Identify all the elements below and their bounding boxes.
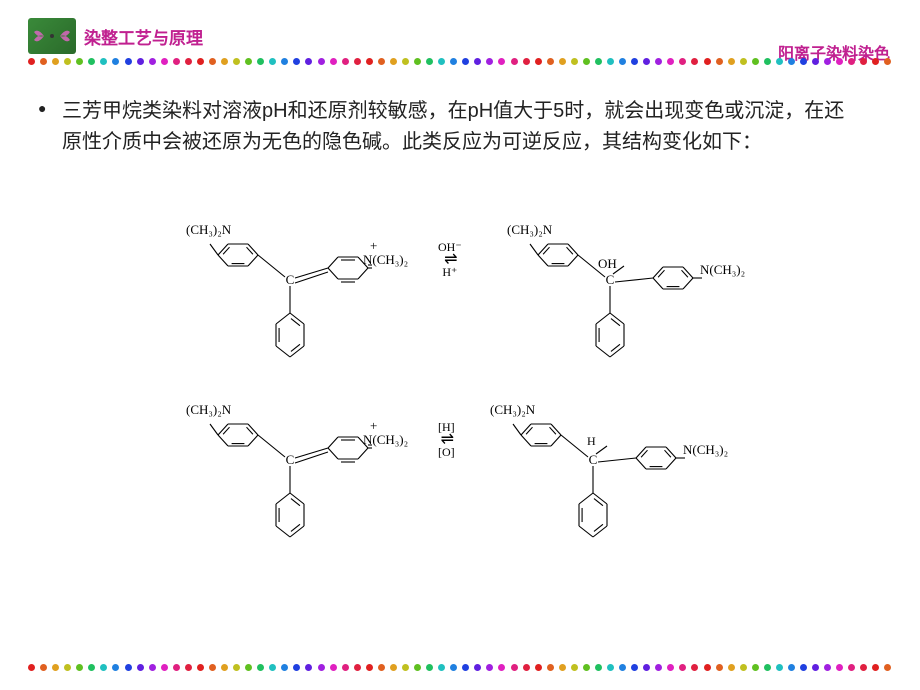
- svg-text:C: C: [589, 452, 598, 467]
- r2-right-sub2: N(CH₃)₂: [683, 442, 728, 458]
- r1-left-sub1: (CH₃)₂N: [186, 222, 231, 238]
- r1-right-oh: OH: [598, 256, 617, 272]
- svg-text:C: C: [286, 452, 295, 467]
- svg-text:C: C: [606, 272, 615, 287]
- chemistry-diagram: C C C C (CH₃)₂N N(CH₃)₂ + (CH₃)₂N N(CH₃)₂ O…: [0, 210, 920, 630]
- r2-equilibrium: [H] ⇌ [O]: [438, 420, 455, 460]
- dot-border-top: [28, 56, 892, 66]
- equilibrium-arrow-icon: ⇌: [438, 435, 455, 445]
- r1-left-charge: +: [370, 238, 377, 254]
- logo-icon: [28, 18, 76, 54]
- r2-eq-bot: [O]: [438, 445, 455, 460]
- header: 染整工艺与原理: [28, 18, 203, 54]
- r1-right-sub1: (CH₃)₂N: [507, 222, 552, 238]
- r2-left-charge: +: [370, 418, 377, 434]
- r2-right-sub1: (CH₃)₂N: [490, 402, 535, 418]
- r2-left-sub1: (CH₃)₂N: [186, 402, 231, 418]
- svg-text:C: C: [286, 272, 295, 287]
- r1-right-sub2: N(CH₃)₂: [700, 262, 745, 278]
- dot-border-bottom: [28, 662, 892, 672]
- r2-left-sub2: N(CH₃)₂: [363, 432, 408, 448]
- r1-left-sub2: N(CH₃)₂: [363, 252, 408, 268]
- r1-equilibrium: OH⁻ ⇌ H⁺: [438, 240, 462, 280]
- equilibrium-arrow-icon: ⇌: [438, 255, 462, 265]
- r1-eq-bot: H⁺: [438, 265, 462, 280]
- r2-right-h: H: [587, 434, 596, 449]
- title-left: 染整工艺与原理: [84, 24, 203, 49]
- bullet-paragraph: 三芳甲烷类染料对溶液pH和还原剂较敏感，在pH值大于5时，就会出现变色或沉淀，在…: [62, 96, 860, 158]
